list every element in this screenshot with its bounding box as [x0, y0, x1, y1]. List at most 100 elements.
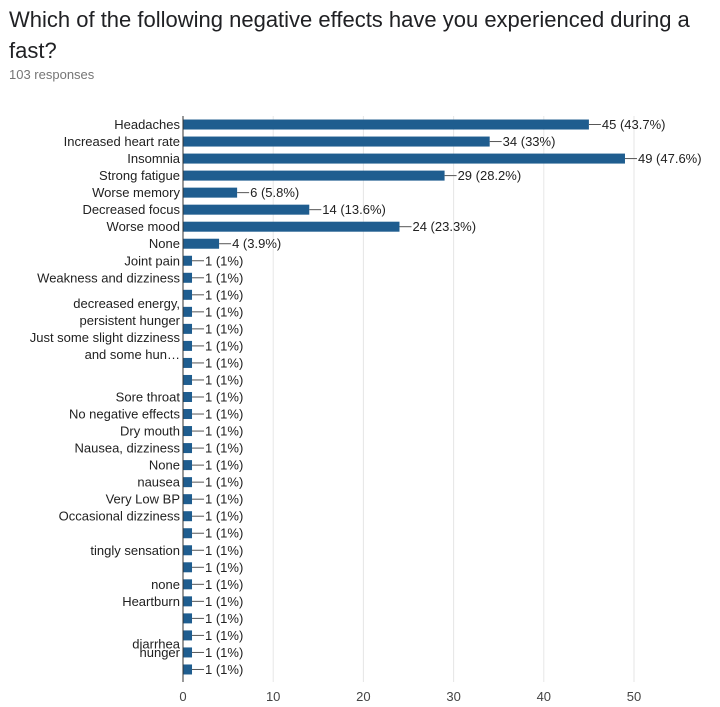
question-title: Which of the following negative effects …	[9, 7, 690, 63]
data-label: 1 (1%)	[205, 543, 243, 558]
category-label: No negative effects	[69, 407, 181, 422]
data-label: 1 (1%)	[205, 492, 243, 507]
bar	[183, 153, 625, 164]
x-tick-label: 50	[627, 689, 641, 704]
data-label: 1 (1%)	[205, 475, 243, 490]
bar	[183, 630, 193, 641]
bar	[183, 562, 193, 573]
bar	[183, 647, 193, 658]
category-label: hunger	[140, 645, 181, 660]
category-label: Sore throat	[116, 389, 181, 404]
x-tick-label: 10	[266, 689, 280, 704]
bar	[183, 238, 220, 249]
bar	[183, 136, 490, 147]
data-label: 1 (1%)	[205, 628, 243, 643]
category-label: Insomnia	[127, 151, 181, 166]
data-label: 1 (1%)	[205, 662, 243, 677]
bar	[183, 170, 445, 181]
response-count: 103 responses	[9, 67, 95, 82]
bar	[183, 357, 193, 368]
bar	[183, 443, 193, 454]
data-label: 1 (1%)	[205, 407, 243, 422]
bar	[183, 289, 193, 300]
bar	[183, 494, 193, 505]
data-label: 1 (1%)	[205, 338, 243, 353]
category-label: Joint pain	[124, 253, 180, 268]
bar	[183, 511, 193, 522]
data-label: 1 (1%)	[205, 509, 243, 524]
bar	[183, 255, 193, 266]
data-label: 1 (1%)	[205, 321, 243, 336]
bar	[183, 187, 238, 198]
bar	[183, 323, 193, 334]
category-label: Very Low BP	[106, 492, 180, 507]
category-label: Nausea, dizziness	[75, 441, 181, 456]
data-label: 1 (1%)	[205, 594, 243, 609]
bar	[183, 664, 193, 675]
x-tick-label: 40	[537, 689, 551, 704]
bar	[183, 204, 310, 215]
data-label: 1 (1%)	[205, 355, 243, 370]
category-label: Decreased focus	[82, 202, 180, 217]
category-label: None	[149, 236, 180, 251]
data-label: 1 (1%)	[205, 287, 243, 302]
data-label: 1 (1%)	[205, 560, 243, 575]
data-label: 1 (1%)	[205, 441, 243, 456]
bar	[183, 409, 193, 420]
category-label: nausea	[137, 475, 180, 490]
bar	[183, 374, 193, 385]
category-label: Heartburn	[122, 594, 180, 609]
bar	[183, 340, 193, 351]
bar	[183, 579, 193, 590]
bar	[183, 528, 193, 539]
data-label: 45 (43.7%)	[602, 117, 666, 132]
data-label: 34 (33%)	[503, 134, 556, 149]
bar	[183, 477, 193, 488]
category-label: None	[149, 458, 180, 473]
category-label: Headaches	[114, 117, 180, 132]
bar	[183, 391, 193, 402]
bar	[183, 596, 193, 607]
bar	[183, 272, 193, 283]
category-label: Occasional dizziness	[59, 509, 181, 524]
data-label: 1 (1%)	[205, 389, 243, 404]
bar	[183, 545, 193, 556]
bar	[183, 460, 193, 471]
category-label: Just some slight dizziness	[30, 330, 181, 345]
data-label: 1 (1%)	[205, 611, 243, 626]
data-label: 6 (5.8%)	[250, 185, 299, 200]
category-label: tingly sensation	[90, 543, 180, 558]
category-label: diarrhea	[132, 636, 180, 651]
data-label: 1 (1%)	[205, 304, 243, 319]
data-label: 1 (1%)	[205, 526, 243, 541]
x-tick-label: 30	[446, 689, 460, 704]
bar	[183, 613, 193, 624]
category-label: Worse memory	[92, 185, 180, 200]
data-label: 24 (23.3%)	[412, 219, 476, 234]
category-label: decreased energy,	[73, 296, 180, 311]
category-label: persistent hunger	[80, 313, 181, 328]
category-label: Dry mouth	[120, 424, 180, 439]
category-label: Strong fatigue	[99, 168, 180, 183]
data-label: 1 (1%)	[205, 424, 243, 439]
x-tick-label: 20	[356, 689, 370, 704]
bar	[183, 119, 589, 130]
data-label: 29 (28.2%)	[458, 168, 522, 183]
category-label: Worse mood	[107, 219, 180, 234]
category-label: and some hun…	[85, 347, 180, 362]
data-label: 1 (1%)	[205, 645, 243, 660]
data-label: 1 (1%)	[205, 372, 243, 387]
x-tick-label: 0	[179, 689, 186, 704]
bar	[183, 221, 400, 232]
data-label: 1 (1%)	[205, 458, 243, 473]
category-label: none	[151, 577, 180, 592]
data-label: 14 (13.6%)	[322, 202, 386, 217]
bar	[183, 426, 193, 437]
data-label: 1 (1%)	[205, 577, 243, 592]
data-label: 4 (3.9%)	[232, 236, 281, 251]
data-label: 1 (1%)	[205, 270, 243, 285]
bar	[183, 306, 193, 317]
category-label: Increased heart rate	[64, 134, 180, 149]
data-label: 49 (47.6%)	[638, 151, 702, 166]
